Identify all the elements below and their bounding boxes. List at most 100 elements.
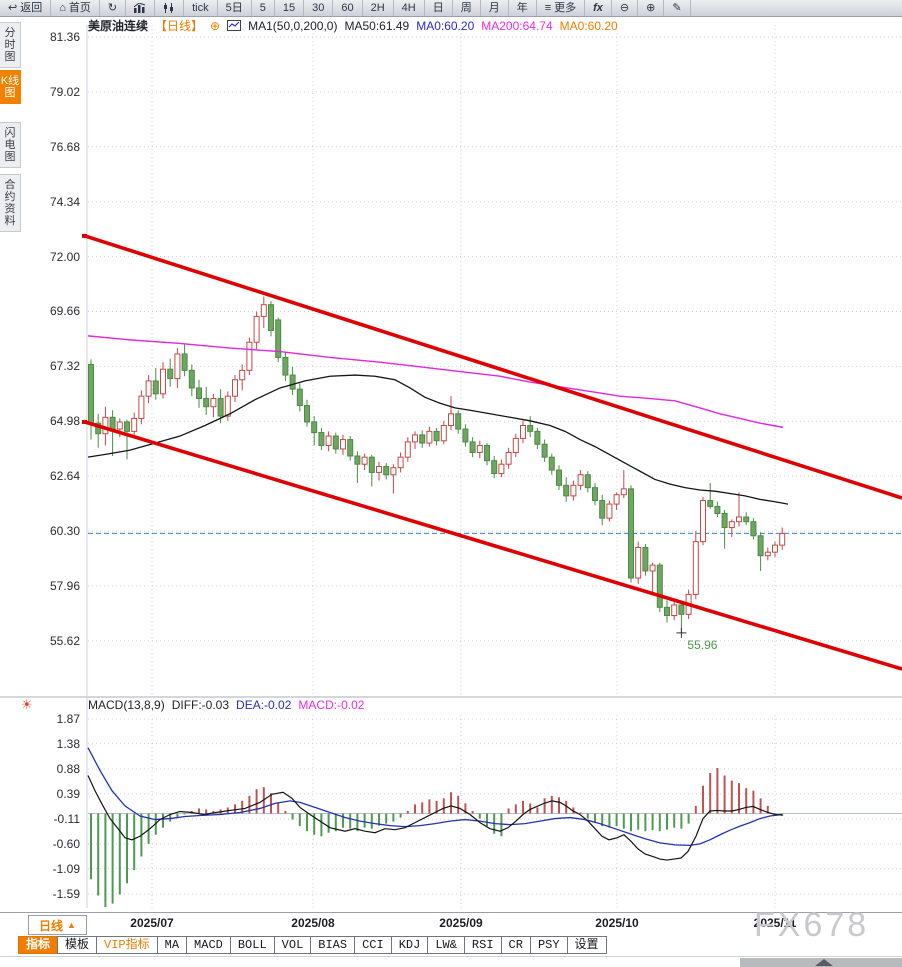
candle-body (102, 416, 109, 435)
candle-body (527, 424, 534, 432)
period-tick-button[interactable]: tick (184, 0, 218, 16)
period-month-button[interactable]: 月 (481, 0, 509, 16)
candle-body (239, 369, 246, 381)
macd-axis-label: -1.09 (52, 861, 80, 876)
triangle-up-icon: ▲ (67, 920, 76, 930)
formula-button[interactable]: fx (585, 0, 612, 16)
macd-legend: MACD(13,8,9) DIFF:-0.03 DEA:-0.02 MACD:-… (88, 698, 364, 712)
main-chart-legend: 美原油连续 【日线】 ⊕ MA1(50,0,200,0) MA50:61.49 … (88, 17, 618, 34)
y-axis-label: 64.98 (49, 414, 80, 429)
toolbar-item-label: 5 (259, 1, 266, 14)
tab-ma[interactable]: MA (156, 936, 188, 954)
tab-kdj[interactable]: KDJ (390, 936, 429, 954)
period-4h-button[interactable]: 4H (394, 0, 425, 16)
candle-body (700, 500, 706, 543)
toolbar-item-label: 4H (401, 1, 416, 14)
candle-body (376, 466, 382, 473)
sidebar-item-time-chart[interactable]: 分时图 (0, 22, 21, 68)
sidebar-item-label: 分时图 (4, 27, 16, 63)
candle-body (498, 463, 505, 475)
toolbar-item-label: 首页 (68, 1, 91, 14)
indicator-settings-sun-icon[interactable]: ☀ (21, 697, 33, 712)
candle-body (728, 521, 735, 529)
bar-chart-view-button[interactable] (126, 0, 156, 16)
period-2h-button[interactable]: 2H (363, 0, 394, 16)
candle-body (361, 456, 368, 465)
tab-psy[interactable]: PSY (529, 936, 568, 954)
sidebar-item-contract-info[interactable]: 合约资料 (0, 174, 21, 232)
bottom-scrollbar[interactable] (0, 956, 902, 967)
macd-dea-value: DEA:-0.02 (236, 698, 292, 712)
macd-axis-label: 1.38 (56, 736, 80, 751)
tab-template[interactable]: 模板 (57, 936, 98, 954)
tab-vip-indicator[interactable]: VIP指标 (96, 936, 158, 954)
x-axis-label: 2025/11 (753, 916, 797, 930)
macd-macd-value: MACD:-0.02 (298, 698, 365, 712)
candle-body (368, 456, 375, 473)
candle-body (404, 441, 411, 458)
x-axis-label: 2025/07 (130, 916, 174, 930)
macd-axis-label: -0.11 (53, 812, 80, 827)
tab-rsi[interactable]: RSI (463, 936, 502, 954)
draw-button[interactable]: ✎ (664, 0, 691, 16)
tab-bias[interactable]: BIAS (310, 936, 356, 954)
lower-channel-line[interactable] (84, 420, 902, 671)
candle-body (426, 430, 433, 444)
y-axis-label: 79.02 (49, 84, 80, 99)
candle-body (721, 512, 728, 529)
y-axis-label: 60.30 (49, 524, 80, 539)
tab-settings[interactable]: 设置 (566, 936, 607, 954)
zoom-out-icon: ⊖ (619, 1, 630, 14)
kline-view-button[interactable] (155, 0, 185, 16)
upper-channel-line[interactable] (84, 234, 902, 500)
bar-chart-icon (134, 3, 146, 13)
tab-indicator[interactable]: 指标 (18, 936, 59, 954)
candle-body (469, 441, 476, 453)
candle-body (692, 541, 699, 595)
period-30min-button[interactable]: 30 (304, 0, 334, 16)
home-button[interactable]: ⌂ 首页 (51, 0, 100, 16)
macd-diff-value: DIFF:-0.03 (171, 698, 230, 712)
tab-cr[interactable]: CR (500, 936, 531, 954)
period-60min-button[interactable]: 60 (333, 0, 363, 16)
tab-macd[interactable]: MACD (186, 936, 231, 954)
tab-boll[interactable]: BOLL (229, 936, 275, 954)
candle-body (340, 439, 346, 450)
zoom-out-button[interactable]: ⊖ (612, 0, 639, 16)
zoom-in-button[interactable]: ⊕ (638, 0, 665, 16)
period-year-button[interactable]: 年 (509, 0, 537, 16)
candle-body (397, 456, 404, 469)
candle-body (491, 460, 498, 475)
back-arrow-icon: ↩ (8, 1, 18, 14)
tab-lwr[interactable]: LW& (427, 936, 465, 954)
candle-body (584, 474, 591, 489)
period-5min-button[interactable]: 5 (252, 0, 275, 16)
candle-body (152, 380, 159, 395)
candle-body (512, 437, 519, 453)
tab-vol[interactable]: VOL (273, 936, 312, 954)
sidebar-item-lightning-chart[interactable]: 闪电图 (0, 122, 21, 168)
add-indicator-icon[interactable]: ⊕ (210, 18, 221, 33)
diff-line (87, 775, 783, 861)
period-selector-box[interactable]: 日线 ▲ (28, 915, 87, 935)
chart-settings-icon[interactable] (227, 20, 242, 31)
period-5d-button[interactable]: 5日 (218, 0, 252, 16)
sidebar-item-kline-chart[interactable]: K线图 (0, 70, 21, 104)
period-15min-button[interactable]: 15 (275, 0, 305, 16)
period-day-button[interactable]: 日 (425, 0, 453, 16)
panel-expand-arrow-icon[interactable] (815, 959, 833, 966)
more-button[interactable]: ≡ 更多 (537, 0, 586, 16)
candle-body (671, 604, 678, 617)
back-button[interactable]: ↩ 返回 (0, 0, 52, 16)
candle-body (613, 494, 620, 505)
candle-body (138, 395, 145, 419)
y-axis-label: 67.32 (49, 359, 80, 374)
tab-cci[interactable]: CCI (354, 936, 392, 954)
trendline-axis-mark (82, 419, 87, 424)
candle-body (577, 474, 584, 486)
candle-body (664, 606, 670, 617)
refresh-button[interactable]: ↻ (100, 0, 127, 16)
period-week-button[interactable]: 周 (453, 0, 481, 16)
candle-body (764, 551, 771, 557)
